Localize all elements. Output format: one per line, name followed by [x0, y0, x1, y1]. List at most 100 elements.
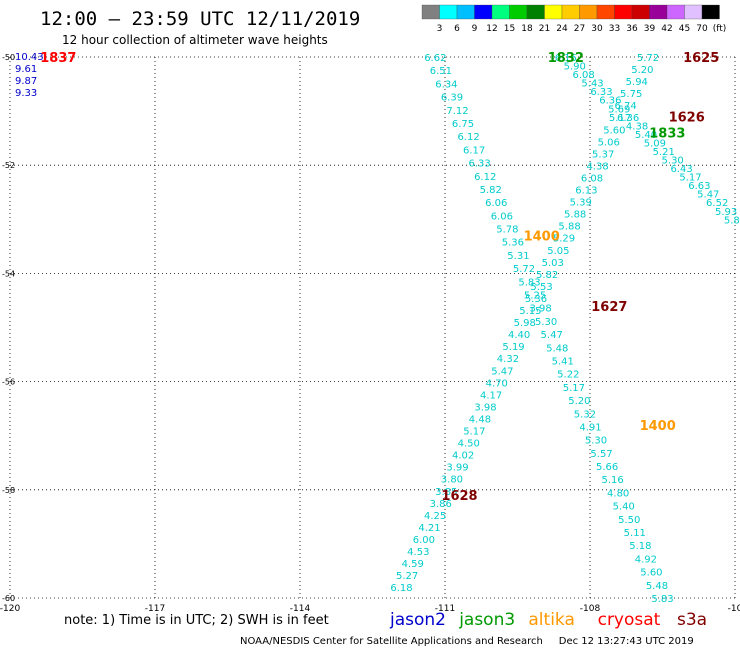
wave-height-value: 6.34	[435, 79, 457, 90]
wave-height-value: 5.94	[626, 77, 648, 88]
wave-height-value: 5.41	[552, 356, 574, 367]
wave-height-value: 5.09	[644, 138, 666, 149]
wave-height-value: 6.39	[441, 93, 463, 104]
wave-height-value: 5.19	[502, 342, 524, 353]
time-annotation: 1626	[669, 111, 705, 126]
wave-height-value: 4.80	[607, 488, 629, 499]
x-tick-label: -111	[435, 604, 455, 614]
wave-height-value: 3.85	[435, 487, 457, 498]
time-annotation: 1400	[524, 230, 560, 245]
chart-subtitle: 12 hour collection of altimeter wave hei…	[62, 33, 328, 47]
scale-label: 12	[486, 24, 497, 34]
x-tick-label: -117	[145, 604, 165, 614]
wave-height-value: 5.27	[396, 571, 418, 582]
wave-height-value: 3.86	[430, 499, 452, 510]
footer-text: NOAA/NESDIS Center for Satellite Applica…	[240, 636, 694, 647]
time-annotation: 1832	[548, 51, 584, 66]
wave-height-value: 5.16	[602, 475, 624, 486]
wave-height-value: 4.40	[508, 330, 530, 341]
wave-height-value: 6.75	[452, 119, 474, 130]
scale-swatch	[666, 4, 685, 20]
wave-height-value: 5.15	[519, 306, 541, 317]
y-tick-label: -54	[2, 269, 15, 278]
wave-height-value: 5.30	[585, 436, 607, 447]
wave-height-value: 5.05	[547, 246, 569, 257]
wave-height-value: 5.32	[574, 409, 596, 420]
scale-swatch	[596, 4, 615, 20]
scale-swatch	[701, 4, 720, 20]
wave-height-value: 6.18	[390, 583, 412, 594]
wave-height-value: 5.03	[542, 258, 564, 269]
scale-swatch	[684, 4, 703, 20]
scale-swatch	[544, 4, 563, 20]
scale-label: 33	[609, 24, 620, 34]
wave-height-value: 5.29	[553, 234, 575, 245]
color-scale-legend: 3 6 9 12 15 18 21 24 27 30 33 36 39 42 45 70 (ft)	[421, 4, 727, 34]
wave-height-value: 5.83	[518, 277, 540, 288]
wave-height-value: 6.12	[457, 132, 479, 143]
wave-height-value: 5.72	[637, 53, 659, 64]
scale-label: 36	[626, 24, 638, 34]
wave-height-value: 5.90	[564, 62, 586, 73]
scale-swatch	[439, 4, 458, 20]
wave-height-value: 4.02	[452, 451, 474, 462]
wave-height-value: 3.99	[446, 463, 468, 474]
wave-height-value: 6.15	[555, 53, 577, 64]
side-wave-value: 9.33	[15, 88, 37, 99]
side-wave-value: 9.61	[15, 64, 37, 75]
y-tick-label: -50	[2, 53, 15, 62]
wave-height-value: 5.98	[514, 318, 536, 329]
wave-height-value: 5.78	[496, 225, 518, 236]
wave-height-value: 5.18	[629, 541, 651, 552]
scale-swatch	[649, 4, 668, 20]
wave-height-value: 6.17	[463, 145, 485, 156]
wave-height-value: 5.47	[697, 190, 719, 201]
wave-height-value: 4.17	[480, 390, 502, 401]
wave-height-value: 5.66	[596, 462, 618, 473]
wave-height-value: 4.32	[497, 354, 519, 365]
wave-height-value: 7.12	[446, 106, 468, 117]
wave-height-value: 4.25	[424, 511, 446, 522]
wave-height-value: 5.69	[608, 104, 630, 115]
wave-height-value: 5.40	[635, 130, 657, 141]
wave-height-value: 6.13	[575, 186, 597, 197]
wave-height-value: 6.62	[424, 53, 446, 64]
track-values: 6.62 6.51 6.34 6.39 7.12 6.75 6.12 6.17 6.33 6.12…	[390, 53, 740, 605]
wave-height-value: 5.11	[624, 528, 646, 539]
scale-swatch	[579, 4, 598, 20]
time-annotation: 1628	[441, 489, 477, 504]
wave-height-value: 5.60	[603, 125, 625, 136]
wave-height-value: 6.74	[614, 101, 636, 112]
wave-height-value: 6.12	[474, 172, 496, 183]
wave-height-value: 5.39	[570, 198, 592, 209]
wave-height-value: 4.59	[402, 559, 424, 570]
wave-height-value: 4.21	[418, 523, 440, 534]
scale-swatch	[474, 4, 493, 20]
time-annotation: 1833	[649, 127, 685, 142]
wave-height-value: 6.51	[430, 66, 452, 77]
y-tick-label: -60	[2, 594, 15, 603]
y-tick-label: -52	[2, 161, 15, 170]
wave-height-value: 5.47	[491, 366, 513, 377]
satellite-label-jason3: jason3	[458, 610, 515, 630]
scale-swatch	[614, 4, 633, 20]
wave-height-value: 5.36	[502, 238, 524, 249]
time-annotation: 1627	[591, 300, 627, 315]
wave-height-value: 5.83	[724, 215, 740, 226]
wave-height-value: 6.63	[688, 181, 710, 192]
wave-height-value: 4.70	[486, 378, 508, 389]
wave-height-value: 5.17	[679, 173, 701, 184]
plot-area: -120 -117 -114 -111 -108 -10 -50 -52 -54 -56 -58 -6…	[0, 51, 740, 614]
wave-height-value: 5.31	[507, 251, 529, 262]
scale-label: (ft)	[713, 24, 727, 34]
time-annotation: 1625	[683, 51, 719, 66]
wave-height-value: 5.20	[568, 396, 590, 407]
wave-height-value: 5.82	[536, 270, 558, 281]
satellite-label-s3a: s3a	[677, 610, 707, 630]
side-wave-value: 9.87	[15, 76, 37, 87]
scale-swatch	[631, 4, 650, 20]
scale-label: 27	[574, 24, 585, 34]
wave-height-value: 6.06	[485, 198, 507, 209]
wave-height-value: 5.82	[480, 185, 502, 196]
wave-height-value: 5.83	[651, 594, 673, 605]
